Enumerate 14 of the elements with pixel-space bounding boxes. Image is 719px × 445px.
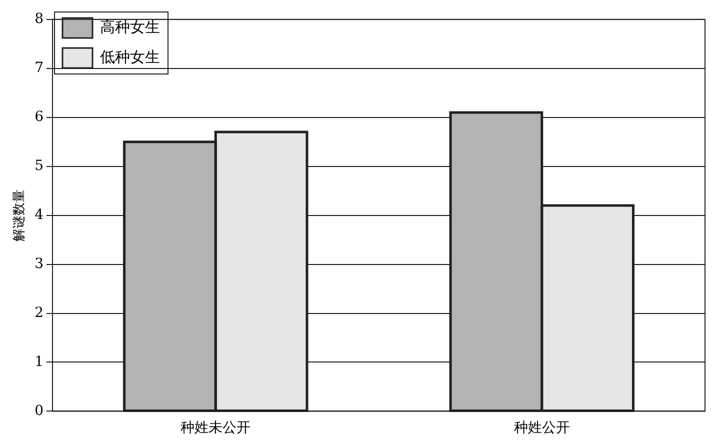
y-tick-label: 2	[34, 304, 44, 321]
y-tick-label: 0	[34, 402, 44, 419]
y-tick-label: 6	[34, 108, 44, 125]
legend-label: 低种女生	[100, 48, 160, 66]
y-tick-label: 1	[34, 354, 44, 370]
y-tick-label: 4	[34, 206, 44, 223]
y-tick-label: 5	[34, 158, 44, 174]
y-tick-label: 8	[34, 11, 44, 28]
y-tick-label: 3	[34, 256, 44, 272]
y-tick-label: 7	[34, 60, 44, 76]
x-tick-label: 种姓未公开	[180, 420, 251, 436]
x-tick-label: 种姓公开	[514, 420, 570, 436]
y-axis-title: 解谜数量	[12, 189, 28, 242]
legend-label: 高种女生	[100, 18, 160, 36]
